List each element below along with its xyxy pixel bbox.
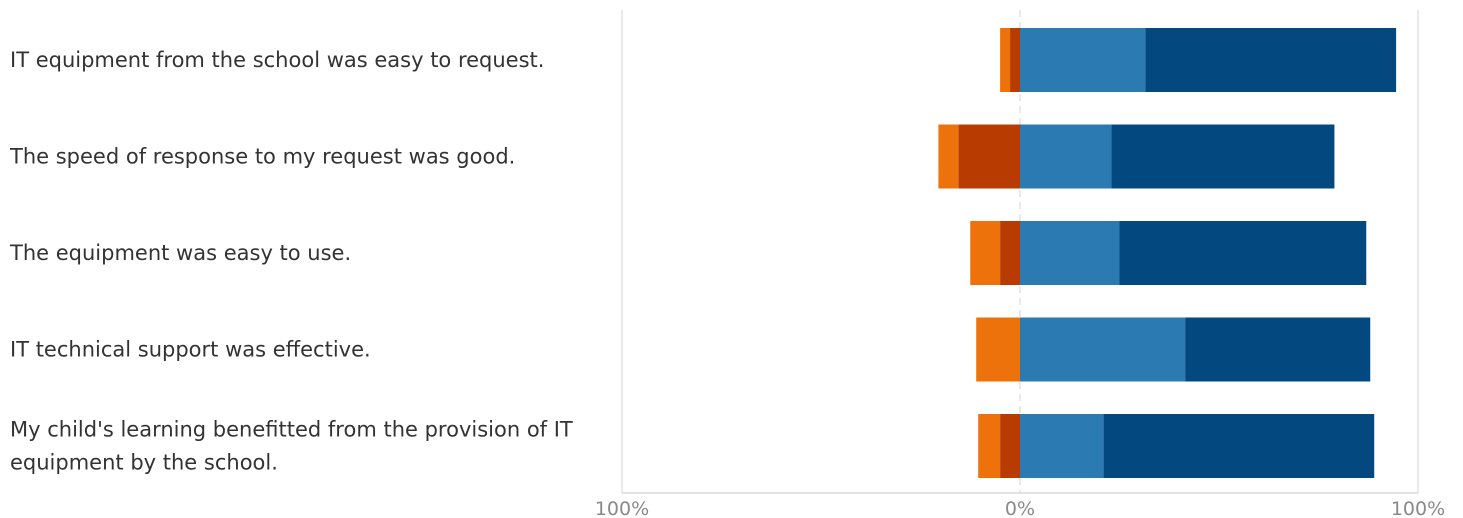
bar-segment-1-1	[938, 124, 959, 189]
x-tick-label-2: 100%	[1391, 498, 1445, 518]
category-label-1: The speed of response to my request was …	[9, 145, 515, 169]
category-label-4: My child's learning benefitted from the …	[10, 418, 573, 475]
category-label-2: The equipment was easy to use.	[9, 241, 351, 265]
bars	[938, 28, 1397, 478]
bar-segment-2-2	[1020, 221, 1120, 285]
x-axis-ticks: 100% 0% 100%	[595, 498, 1445, 518]
bar-segment-3-3	[1185, 317, 1371, 382]
bar-row-3	[976, 317, 1371, 382]
bar-segment-0-1	[1000, 28, 1011, 92]
bar-segment-0-2	[1020, 28, 1146, 92]
bar-segment-4-1	[978, 414, 1001, 478]
category-label-0: IT equipment from the school was easy to…	[10, 48, 544, 72]
bar-segment-3-2	[1020, 317, 1186, 382]
bar-segment-4-3	[1103, 414, 1375, 478]
bar-segment-2-1	[970, 221, 1001, 285]
bar-segment-0-3	[1145, 28, 1397, 92]
bar-segment-2-0	[1000, 221, 1020, 285]
category-label-3: IT technical support was effective.	[10, 338, 371, 362]
bar-segment-4-0	[1000, 414, 1020, 478]
bar-segment-1-3	[1111, 124, 1335, 189]
bar-segment-4-2	[1020, 414, 1104, 478]
bar-segment-0-0	[1010, 28, 1020, 92]
bar-segment-1-2	[1020, 124, 1112, 189]
bar-row-4	[978, 414, 1375, 478]
bar-row-2	[970, 221, 1367, 285]
bar-segment-1-0	[958, 124, 1020, 189]
x-tick-label-1: 0%	[1005, 498, 1035, 518]
bar-segment-2-3	[1119, 221, 1367, 285]
bar-segment-3-1	[976, 317, 1020, 382]
category-labels: IT equipment from the school was easy to…	[9, 48, 573, 475]
bar-row-0	[1000, 28, 1397, 92]
bar-row-1	[938, 124, 1335, 189]
x-tick-label-0: 100%	[595, 498, 649, 518]
